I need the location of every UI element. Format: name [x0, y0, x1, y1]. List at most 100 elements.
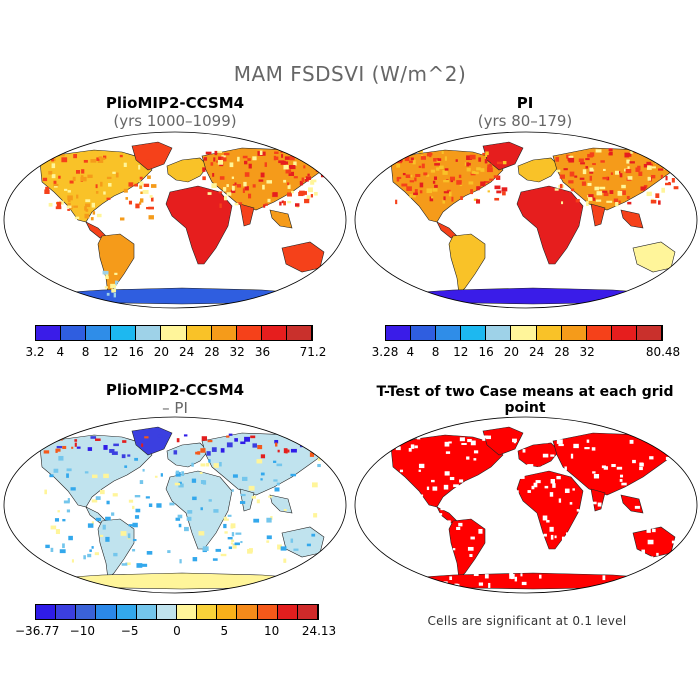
- panel4-title: T-Test of two Case means at each grid po…: [376, 384, 674, 416]
- continent-greenland: [131, 426, 173, 456]
- colorbar-swatch: [116, 605, 137, 619]
- panel1-title: PlioMIP2-CCSM4: [105, 94, 245, 112]
- panel3-title: PlioMIP2-CCSM4: [105, 381, 245, 399]
- colorbar-swatch: [36, 326, 62, 340]
- colorbar-tick-label: −10: [69, 624, 95, 638]
- colorbar-tick-label: 5: [220, 624, 229, 638]
- colorbar-tick-label: 8: [81, 345, 90, 359]
- colorbar-tick-label: 20: [153, 345, 169, 359]
- colorbar-swatch: [286, 326, 313, 340]
- continent-europe: [166, 157, 209, 183]
- colorbar-swatch: [197, 605, 218, 619]
- continent-africa: [516, 185, 584, 265]
- colorbar-tick-label: 16: [478, 345, 494, 359]
- continent-europe: [166, 442, 209, 468]
- colorbar-pliomip2: 3.2 4 8 12 16 20 24 28 32 36 71.2: [25, 325, 326, 367]
- colorbar-swatch: [111, 326, 137, 340]
- colorbar-swatch: [136, 605, 157, 619]
- map-panel-difference: [3, 416, 347, 594]
- colorbar-swatch: [586, 326, 612, 340]
- colorbar-swatch: [161, 326, 187, 340]
- panel2-title: PI: [516, 94, 534, 112]
- continent-india: [590, 203, 606, 227]
- colorbar-tick-label: −5: [120, 624, 139, 638]
- colorbar-swatch: [536, 326, 562, 340]
- colorbar-swatch: [261, 326, 287, 340]
- continent-southAmerica: [448, 518, 486, 580]
- colorbar-tick-label: 10: [264, 624, 280, 638]
- colorbar-swatch: [56, 605, 77, 619]
- colorbar-tick-label: 0: [173, 624, 181, 638]
- colorbar-swatch: [237, 605, 258, 619]
- colorbar-swatch: [486, 326, 512, 340]
- colorbar-swatch: [236, 326, 262, 340]
- continent-europe: [517, 442, 560, 468]
- colorbar-tick-label: 28: [554, 345, 570, 359]
- colorbar-difference: −36.77 −10 −5 0 5 10 24.13: [15, 604, 336, 646]
- map-panel-ttest: [354, 416, 698, 594]
- colorbar-swatch: [461, 326, 487, 340]
- colorbar-tick-label: 36: [254, 345, 271, 359]
- colorbar-swatch: [96, 605, 117, 619]
- colorbar-swatches: [35, 604, 319, 620]
- colorbar-swatch: [61, 326, 87, 340]
- continent-seAsia: [269, 494, 293, 514]
- colorbar-tick-label: 16: [128, 345, 144, 359]
- colorbar-tick-label: 24: [528, 345, 545, 359]
- panel3-subtitle: – PI: [162, 399, 188, 417]
- map-panel-pi: [354, 131, 698, 309]
- colorbar-tick-label: 8: [431, 345, 440, 359]
- significance-note: Cells are significant at 0.1 level: [427, 614, 627, 628]
- continent-india: [239, 203, 255, 227]
- colorbar-swatch: [277, 605, 298, 619]
- colorbar-swatch: [297, 605, 318, 619]
- colorbar-swatch: [186, 326, 212, 340]
- colorbar-swatch: [136, 326, 162, 340]
- colorbar-pi: 3.28 4 8 12 16 20 24 28 32 80.48: [372, 325, 680, 367]
- colorbar-swatch: [636, 326, 663, 340]
- colorbar-swatches: [385, 325, 663, 341]
- colorbar-swatch: [257, 605, 278, 619]
- colorbar-swatches: [35, 325, 313, 341]
- colorbar-swatch: [561, 326, 587, 340]
- continent-northAmerica: [390, 149, 504, 223]
- continent-northAmerica: [39, 434, 153, 508]
- colorbar-tick-label: 32: [229, 345, 245, 359]
- colorbar-swatch: [36, 605, 57, 619]
- colorbar-tick-label: 12: [453, 345, 469, 359]
- continent-seAsia: [620, 209, 644, 229]
- panel2-subtitle: (yrs 80–179): [477, 112, 573, 130]
- colorbar-tick-label: 3.28: [371, 345, 399, 359]
- colorbar-tick-label: 28: [204, 345, 220, 359]
- colorbar-swatch: [436, 326, 462, 340]
- colorbar-tick-label: 24.13: [301, 624, 337, 638]
- colorbar-swatch: [86, 326, 112, 340]
- colorbar-tick-label: 4: [56, 345, 65, 359]
- continent-southAmerica: [448, 233, 486, 295]
- colorbar-swatch: [386, 326, 412, 340]
- colorbar-tick-label: 3.2: [25, 345, 45, 359]
- colorbar-swatch: [411, 326, 437, 340]
- colorbar-tick-label: 71.2: [299, 345, 327, 359]
- main-title: MAM FSDSVI (W/m^2): [233, 62, 467, 86]
- continent-greenland: [131, 141, 173, 171]
- colorbar-tick-label: 20: [503, 345, 519, 359]
- colorbar-tick-label: −36.77: [15, 624, 60, 638]
- colorbar-swatch: [217, 605, 238, 619]
- colorbar-swatch: [156, 605, 177, 619]
- colorbar-tick-label: 80.48: [645, 345, 681, 359]
- colorbar-swatch: [611, 326, 637, 340]
- map-panel-pliomip2: [3, 131, 347, 309]
- continent-seAsia: [269, 209, 293, 229]
- colorbar-swatch: [511, 326, 537, 340]
- colorbar-swatch: [211, 326, 237, 340]
- colorbar-tick-label: 32: [579, 345, 595, 359]
- colorbar-tick-label: 4: [406, 345, 415, 359]
- continent-greenland: [482, 426, 524, 456]
- colorbar-tick-label: 24: [178, 345, 195, 359]
- continent-europe: [517, 157, 560, 183]
- panel1-subtitle: (yrs 1000–1099): [113, 112, 237, 130]
- colorbar-swatch: [76, 605, 97, 619]
- colorbar-tick-label: 12: [103, 345, 119, 359]
- colorbar-swatch: [176, 605, 198, 619]
